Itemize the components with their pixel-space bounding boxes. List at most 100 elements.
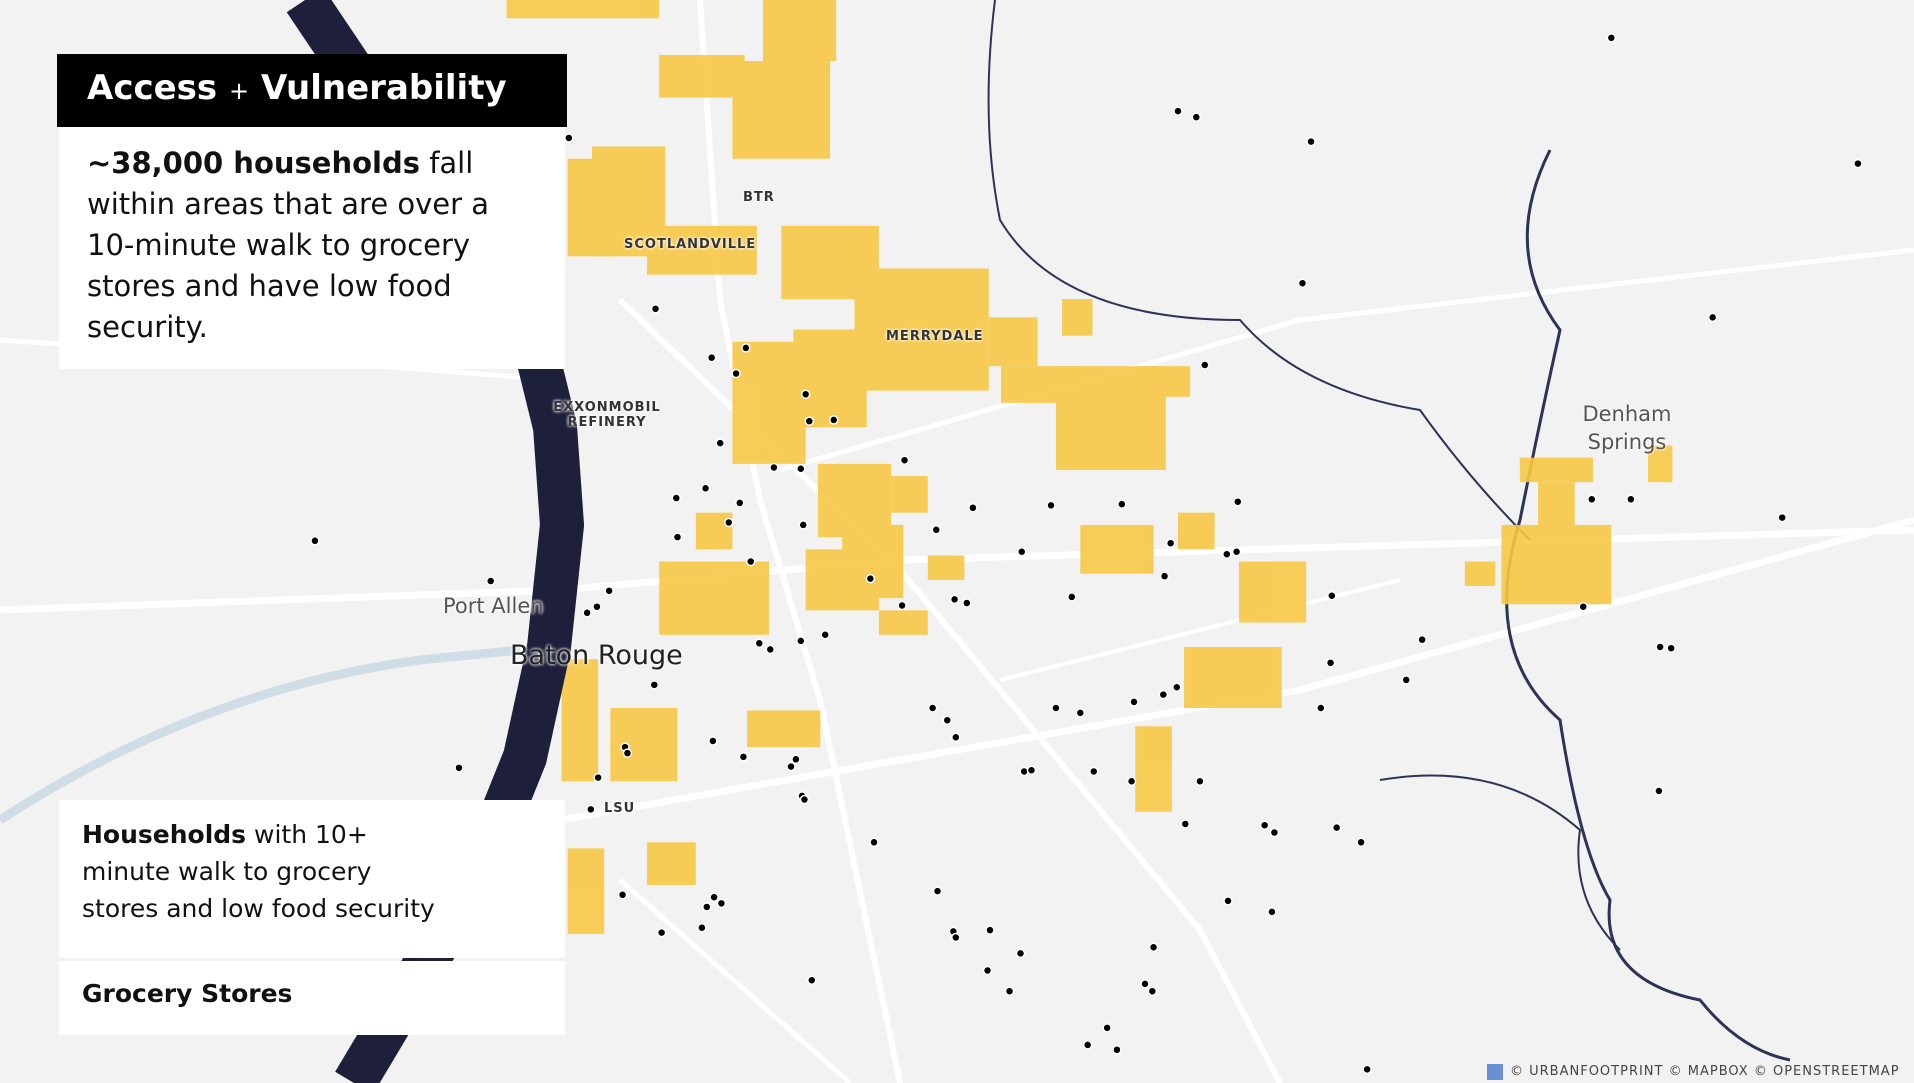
food-insecure-area — [762, 0, 837, 62]
food-insecure-area — [1519, 457, 1594, 483]
food-insecure-area — [659, 561, 770, 635]
map-label: LSU — [604, 801, 636, 816]
grocery-store — [796, 636, 806, 646]
grocery-store — [1654, 786, 1664, 796]
grocery-store — [738, 752, 749, 762]
food-insecure-area — [646, 842, 696, 886]
grocery-store — [1117, 499, 1127, 509]
attribution: © URBANFOOTPRINT © MAPBOX © OPENSTREETMA… — [1510, 1064, 1900, 1079]
attribution-item: © URBANFOOTPRINT — [1510, 1064, 1664, 1079]
food-insecure-area — [1647, 445, 1673, 483]
grocery-store — [1102, 1023, 1112, 1033]
grocery-store — [702, 902, 712, 912]
attribution-item: © MAPBOX — [1668, 1064, 1749, 1079]
grocery-store — [1223, 896, 1233, 906]
grocery-store — [671, 493, 682, 503]
food-insecure-area — [732, 341, 806, 464]
grocery-store — [820, 630, 830, 640]
legend-text: Households with 10+ minute walk to groce… — [82, 816, 452, 927]
grocery-store — [697, 922, 707, 933]
grocery-store — [1316, 703, 1326, 713]
grocery-store — [932, 886, 943, 896]
grocery-store — [1297, 278, 1308, 288]
food-insecure-area — [1177, 512, 1215, 550]
grocery-store — [1606, 33, 1617, 43]
grocery-store — [1331, 822, 1342, 833]
grocery-store — [454, 763, 464, 773]
grocery-store — [1306, 136, 1316, 147]
legend-item: Households with 10+ minute walk to groce… — [59, 800, 565, 958]
grocery-store — [1666, 643, 1676, 653]
grocery-store — [1082, 1040, 1093, 1050]
grocery-store — [1417, 634, 1427, 645]
title: Vulnerability — [260, 68, 507, 108]
grocery-store — [724, 517, 734, 528]
food-insecure-area — [927, 555, 965, 580]
river — [1505, 149, 1791, 1062]
map-label: MERRYDALE — [886, 329, 984, 344]
grocery-store — [1148, 942, 1159, 953]
map-label: EXXONMOBIL REFINERY — [553, 400, 661, 430]
grocery-store — [791, 754, 801, 765]
grocery-store — [1129, 697, 1139, 707]
creek — [987, 0, 1531, 541]
grocery-store — [1026, 765, 1037, 776]
grocery-store — [1587, 494, 1597, 505]
grocery-store — [1159, 571, 1170, 581]
grocery-stores — [310, 33, 1863, 1075]
summary-text: fall within areas that are over a 10-min… — [87, 146, 490, 344]
grocery-store — [1626, 494, 1636, 505]
grocery-store — [745, 556, 756, 567]
grocery-store — [1051, 703, 1061, 713]
grocery-store — [1180, 819, 1191, 829]
grocery-store — [796, 463, 806, 474]
grocery-store — [1046, 500, 1056, 511]
logo — [1487, 1064, 1503, 1080]
grocery-store — [865, 573, 876, 584]
grocery-store — [731, 368, 741, 379]
food-insecure-area — [561, 659, 599, 782]
grocery-store — [899, 455, 910, 465]
grocery-store — [650, 304, 661, 314]
grocery-store — [1158, 689, 1169, 700]
grocery-store — [951, 732, 961, 743]
grocery-store — [1112, 1045, 1122, 1055]
food-insecure-area — [1184, 646, 1282, 709]
grocery-store — [1655, 642, 1665, 652]
food-insecure-area — [1464, 561, 1496, 586]
grocery-store — [708, 736, 718, 746]
grocery-store — [1173, 106, 1183, 116]
grocery-store — [1327, 590, 1337, 601]
grocery-store — [1140, 979, 1150, 989]
grocery-store — [1075, 708, 1086, 718]
grocery-store — [1578, 601, 1588, 612]
title-bar: Access + Vulnerability — [57, 54, 567, 127]
food-insecure-area — [1135, 366, 1191, 397]
grocery-store — [828, 415, 839, 425]
grocery-store — [897, 600, 907, 611]
grocery-store — [786, 761, 796, 772]
grocery-store — [962, 598, 972, 608]
grocery-store — [672, 532, 683, 542]
grocery-store — [754, 638, 765, 649]
food-insecure-area — [878, 610, 928, 635]
grocery-store — [951, 932, 961, 943]
grocery-store — [1016, 547, 1027, 557]
grocery-store — [586, 804, 596, 815]
grocery-store — [617, 890, 628, 900]
grocery-store — [604, 586, 614, 596]
grocery-store — [985, 925, 995, 935]
grocery-store — [1004, 986, 1015, 996]
grocery-store — [807, 975, 817, 985]
grocery-store — [1172, 682, 1182, 693]
grocery-store — [1267, 907, 1277, 917]
food-insecure-area — [1538, 482, 1575, 532]
creek — [1379, 774, 1621, 951]
grocery-store — [1325, 658, 1336, 668]
grocery-store — [582, 608, 592, 618]
grocery-store — [1195, 776, 1205, 786]
summary: ~38,000 households fall within areas tha… — [59, 127, 565, 369]
legend-label: Grocery Stores — [82, 979, 293, 1008]
grocery-store — [1356, 837, 1366, 848]
legend-bold: Households — [82, 820, 247, 849]
